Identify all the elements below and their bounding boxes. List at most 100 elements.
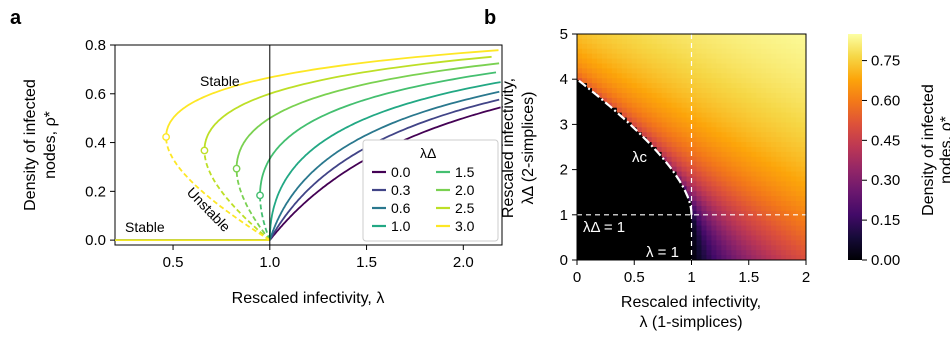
heatmap-cell (776, 34, 782, 40)
heatmap-cell (696, 181, 703, 187)
heatmap-cell (591, 88, 598, 94)
heatmap-cell (661, 38, 668, 45)
heatmap-cell (796, 225, 802, 232)
heatmap-cell (706, 68, 713, 74)
heatmap-cell (671, 58, 678, 65)
heatmap-cell (766, 73, 772, 79)
heatmap-cell (766, 201, 772, 207)
heatmap-cell (751, 245, 757, 251)
heatmap-cell (801, 122, 806, 128)
heatmap-cell (786, 201, 792, 207)
heatmap-cell (786, 63, 792, 69)
heatmap-cell (636, 34, 643, 40)
heatmap-cell (776, 230, 782, 237)
heatmap-cell (721, 186, 727, 192)
colorbar-tick-label: 0.45 (871, 132, 900, 149)
heatmap-cell (691, 171, 698, 178)
heatmap-cell (721, 235, 727, 241)
heatmap-cell (771, 215, 777, 222)
heatmap-cell (801, 73, 806, 79)
heatmap-cell (751, 88, 757, 94)
heatmap-cell (776, 137, 782, 143)
heatmap-cell (676, 92, 683, 99)
heatmap-cell (661, 68, 668, 74)
heatmap-cell (711, 147, 717, 153)
turning-point-1.5 (256, 191, 264, 200)
heatmap-cell (616, 92, 623, 99)
heatmap-cell (801, 43, 806, 50)
heatmap-cell (666, 68, 673, 74)
heatmap-cell (756, 220, 762, 227)
heatmap-cell (721, 161, 727, 168)
heatmap-cell (716, 122, 722, 128)
heatmap-cell (631, 73, 638, 79)
heatmap-cell (646, 53, 653, 60)
heatmap-cell (696, 245, 703, 251)
heatmap-cell (731, 53, 737, 60)
heatmap-cell (721, 53, 727, 60)
heatmap-cell (651, 53, 658, 60)
heatmap-cell (676, 48, 683, 55)
heatmap-cell (746, 34, 752, 40)
heatmap-cell (706, 201, 713, 207)
heatmap-cell (786, 142, 792, 148)
y-tick-label: 0 (560, 252, 568, 269)
heatmap-cell (666, 156, 673, 163)
heatmap-cell (731, 102, 737, 109)
heatmap-cell (686, 191, 693, 197)
heatmap-cell (801, 63, 806, 69)
heatmap-cell (696, 191, 703, 197)
heatmap-cell (721, 107, 727, 114)
heatmap-cell (726, 68, 732, 74)
heatmap-cell (761, 83, 767, 89)
heatmap-cell (766, 181, 772, 187)
heatmap-cell (701, 147, 708, 153)
heatmap-cell (711, 88, 717, 94)
heatmap-cell (661, 147, 668, 153)
heatmap-cell (661, 78, 668, 84)
heatmap-cell (611, 58, 618, 65)
heatmap-cell (696, 215, 703, 222)
heatmap-cell (716, 127, 722, 133)
heatmap-cell (721, 83, 727, 89)
heatmap-cell (731, 171, 737, 178)
heatmap-cell (666, 137, 673, 143)
heatmap-cell (766, 151, 772, 158)
heatmap-cell (731, 132, 737, 138)
heatmap-cell (616, 68, 623, 74)
heatmap-cell (591, 68, 598, 74)
heatmap-cell (756, 147, 762, 153)
heatmap-cell (756, 38, 762, 45)
heatmap-cell (751, 48, 757, 55)
heatmap-cell (776, 132, 782, 138)
heatmap-cell (781, 142, 787, 148)
heatmap-cell (766, 53, 772, 60)
heatmap-cell (616, 34, 623, 40)
heatmap-cell (691, 147, 698, 153)
heatmap-cell (776, 122, 782, 128)
heatmap-cell (796, 112, 802, 119)
heatmap-cell (771, 235, 777, 241)
heatmap-cell (686, 83, 693, 89)
heatmap-cell (766, 240, 772, 246)
heatmap-cell (636, 127, 643, 133)
heatmap-cell (641, 38, 648, 45)
heatmap-cell (751, 176, 757, 182)
heatmap-cell (716, 68, 722, 74)
heatmap-cell (671, 112, 678, 119)
heatmap-cell (731, 156, 737, 163)
heatmap-cell (721, 210, 727, 217)
heatmap-cell (726, 235, 732, 241)
heatmap-cell (691, 117, 698, 124)
heatmap-cell (731, 34, 737, 40)
heatmap-cell (731, 205, 737, 212)
heatmap-cell (751, 97, 757, 104)
heatmap-cell (666, 58, 673, 65)
heatmap-cell (691, 68, 698, 74)
heatmap-cell (791, 107, 797, 114)
heatmap-cell (786, 215, 792, 222)
heatmap-cell (796, 68, 802, 74)
heatmap-cell (591, 83, 598, 89)
heatmap-cell (761, 191, 767, 197)
heatmap-cell (671, 48, 678, 55)
